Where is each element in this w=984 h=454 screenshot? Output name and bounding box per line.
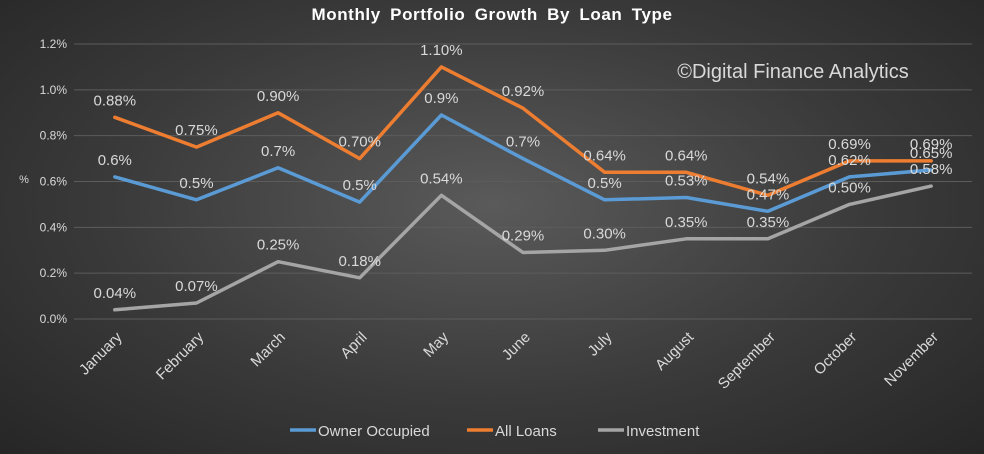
- legend[interactable]: Owner Occupied All Loans Investment: [290, 423, 700, 440]
- data-label: 0.7%: [261, 143, 295, 160]
- series-lines: [113, 65, 933, 312]
- legend-label: Owner Occupied: [318, 423, 430, 440]
- x-tick-label: June: [499, 329, 534, 364]
- data-label: 0.88%: [94, 92, 137, 109]
- x-tick-label: September: [715, 329, 779, 393]
- chart-title: Monthly Portfolio Growth By Loan Type: [311, 5, 672, 24]
- data-label: 0.65%: [910, 145, 953, 162]
- data-label: 0.29%: [502, 228, 545, 245]
- data-label: 0.35%: [747, 214, 790, 231]
- data-label: 0.07%: [175, 278, 218, 295]
- legend-label: Investment: [626, 423, 700, 440]
- data-labels: 0.6%0.5%0.7%0.5%0.9%0.7%0.5% 0.53%0.47%0.…: [94, 42, 953, 302]
- y-tick-label: 1.0%: [40, 83, 68, 97]
- data-label: 0.7%: [506, 134, 540, 151]
- x-tick-label: March: [247, 329, 288, 370]
- legend-label: All Loans: [495, 423, 557, 440]
- x-tick-label: October: [811, 329, 861, 379]
- data-label: 0.25%: [257, 237, 300, 254]
- watermark: ©Digital Finance Analytics: [677, 61, 909, 83]
- data-label: 0.75%: [175, 122, 218, 139]
- y-tick-label: 0.8%: [40, 129, 68, 143]
- data-label: 0.53%: [665, 173, 708, 190]
- data-label: 0.70%: [338, 134, 381, 151]
- data-label: 0.62%: [828, 152, 871, 169]
- data-label: 0.90%: [257, 88, 300, 105]
- data-label: 0.69%: [828, 136, 871, 153]
- legend-item-owner-occupied[interactable]: Owner Occupied: [290, 423, 430, 440]
- data-label: 0.04%: [94, 285, 137, 302]
- series-line-owner-occupied: [113, 113, 933, 214]
- x-tick-label: January: [76, 328, 126, 378]
- data-label: 0.5%: [343, 177, 377, 194]
- x-axis-ticks: January February March April May June July Augu…: [76, 328, 942, 392]
- legend-item-all-loans[interactable]: All Loans: [467, 423, 557, 440]
- y-tick-label: 0.2%: [40, 266, 68, 280]
- data-label: 0.50%: [828, 179, 871, 196]
- data-label: 0.54%: [747, 170, 790, 187]
- y-tick-label: 1.2%: [40, 37, 68, 51]
- y-axis-ticks: 0.0% 0.2% 0.4% 0.6% 0.8% 1.0% 1.2%: [40, 37, 68, 326]
- data-label: 0.69%: [910, 136, 953, 153]
- x-tick-label: November: [881, 329, 942, 390]
- data-label: 0.5%: [179, 175, 213, 192]
- legend-item-investment[interactable]: Investment: [598, 423, 700, 440]
- data-label: 0.5%: [588, 175, 622, 192]
- data-label: 0.54%: [420, 170, 463, 187]
- y-tick-label: 0.0%: [40, 312, 68, 326]
- series-line-investment: [113, 184, 933, 312]
- x-tick-label: July: [585, 328, 616, 359]
- data-label: 0.92%: [502, 83, 545, 100]
- data-label: 0.30%: [583, 225, 626, 242]
- data-label: 0.47%: [747, 186, 790, 203]
- data-label: 0.64%: [583, 147, 626, 164]
- data-label: 1.10%: [420, 42, 463, 59]
- x-tick-label: April: [337, 329, 370, 362]
- x-tick-label: August: [652, 328, 698, 374]
- data-label: 0.6%: [98, 152, 132, 169]
- x-tick-label: May: [420, 328, 452, 360]
- data-label: 0.64%: [665, 147, 708, 164]
- data-label: 0.58%: [910, 161, 953, 178]
- y-tick-label: 0.4%: [40, 220, 68, 234]
- x-tick-label: February: [153, 328, 208, 383]
- data-label: 0.35%: [665, 214, 708, 231]
- y-tick-label: 0.6%: [40, 175, 68, 189]
- data-label: 0.18%: [338, 253, 381, 270]
- data-label: 0.9%: [424, 90, 458, 107]
- y-axis-label: %: [19, 174, 29, 186]
- series-line-all-loans: [113, 65, 933, 198]
